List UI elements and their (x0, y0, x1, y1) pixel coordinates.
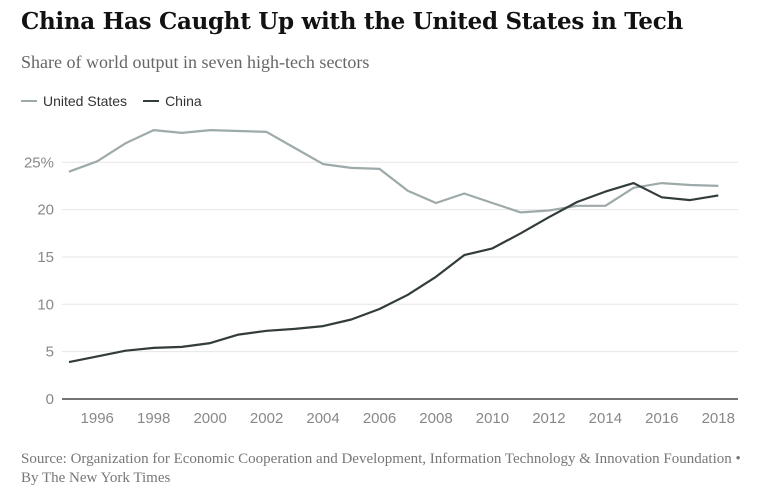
x-tick-label: 2008 (419, 410, 452, 427)
x-tick-label: 1996 (81, 410, 114, 427)
x-tick-label: 2006 (363, 410, 396, 427)
x-tick-label: 2002 (250, 410, 283, 427)
legend-label-china: China (165, 93, 202, 109)
y-tick-label: 10 (37, 296, 54, 313)
y-tick-label: 25% (24, 154, 54, 171)
x-tick-label: 2000 (193, 410, 226, 427)
y-tick-label: 0 (46, 391, 54, 408)
legend-item-china: China (143, 93, 202, 109)
y-tick-label: 5 (46, 344, 54, 361)
x-tick-label: 2014 (589, 410, 622, 427)
series-line-china (68, 182, 719, 364)
chart-title: China Has Caught Up with the United Stat… (21, 8, 683, 35)
series-line-us (68, 129, 719, 214)
legend-label-us: United States (43, 93, 128, 109)
x-tick-label: 1998 (137, 410, 170, 427)
y-tick-label: 20 (37, 202, 54, 219)
x-tick-label: 2010 (476, 410, 509, 427)
source-note: Source: Organization for Economic Cooper… (21, 451, 741, 486)
chart-subtitle: Share of world output in seven high-tech… (21, 52, 370, 72)
y-tick-label: 15 (37, 249, 54, 266)
x-tick-label: 2018 (702, 410, 735, 427)
x-tick-label: 2016 (645, 410, 678, 427)
x-tick-label: 2012 (532, 410, 565, 427)
x-tick-label: 2004 (306, 410, 339, 427)
legend-swatch-us (21, 100, 37, 102)
legend-swatch-china (143, 100, 160, 102)
legend: United States China (21, 93, 202, 109)
legend-item-us: United States (21, 93, 127, 109)
